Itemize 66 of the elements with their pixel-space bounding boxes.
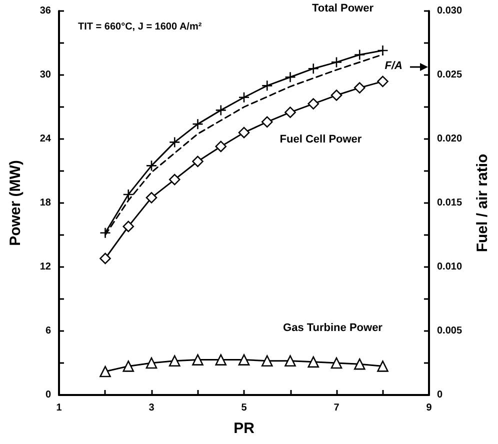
point bbox=[100, 252, 111, 264]
annotation: TIT = 660°C, J = 1600 A/m² bbox=[78, 22, 202, 32]
series-label: Fuel Cell Power bbox=[280, 134, 362, 146]
point bbox=[192, 156, 204, 168]
point bbox=[377, 44, 388, 56]
y-axis-title: Power (MW) bbox=[7, 160, 24, 246]
point bbox=[284, 71, 296, 83]
y2-tick-label: 0.005 bbox=[437, 326, 462, 336]
point bbox=[168, 355, 180, 367]
point bbox=[238, 354, 250, 366]
text: Gas Turbine Power bbox=[283, 322, 384, 334]
point bbox=[330, 56, 342, 68]
point bbox=[122, 188, 134, 200]
x-axis-title: PR bbox=[234, 420, 255, 437]
point bbox=[168, 174, 180, 186]
y2-axis-title: Fuel / air ratio bbox=[474, 154, 491, 252]
point bbox=[308, 62, 320, 74]
point bbox=[354, 358, 366, 370]
x-tick-label: 5 bbox=[241, 402, 248, 414]
point bbox=[238, 92, 250, 104]
point bbox=[261, 355, 273, 367]
y2-tick-label: 0.010 bbox=[437, 262, 462, 272]
y-tick-label: 18 bbox=[40, 198, 52, 208]
y-tick-label: 6 bbox=[45, 326, 52, 336]
point bbox=[330, 90, 342, 101]
point bbox=[192, 354, 204, 366]
point bbox=[308, 98, 320, 110]
y-tick-label: 36 bbox=[40, 6, 52, 16]
point bbox=[215, 104, 227, 116]
legend-label: F/A bbox=[384, 60, 403, 72]
y-tick-label: 30 bbox=[40, 70, 52, 80]
point bbox=[377, 76, 388, 88]
y2-tick-label: 0.015 bbox=[437, 198, 462, 208]
point bbox=[146, 192, 158, 204]
y2-tick-label: 0.025 bbox=[437, 70, 462, 80]
x-tick-label: 1 bbox=[56, 402, 62, 414]
point bbox=[146, 357, 158, 369]
x-tick-label: 3 bbox=[148, 402, 155, 414]
text: Total Power bbox=[312, 2, 374, 14]
point bbox=[238, 126, 250, 138]
point bbox=[284, 106, 296, 118]
y2-tick-label: 0 bbox=[437, 390, 443, 400]
point bbox=[284, 355, 296, 367]
point bbox=[168, 136, 180, 148]
x-tick-label: 9 bbox=[426, 402, 432, 414]
point bbox=[354, 82, 366, 94]
point bbox=[122, 360, 134, 372]
point bbox=[146, 160, 158, 172]
point bbox=[354, 49, 366, 60]
point bbox=[215, 354, 227, 366]
point bbox=[100, 366, 111, 378]
y-tick-label: 24 bbox=[40, 134, 52, 144]
point bbox=[330, 357, 342, 369]
point bbox=[122, 220, 134, 232]
y2-tick-label: 0.020 bbox=[437, 134, 462, 144]
point bbox=[377, 360, 388, 372]
y-tick-label: 12 bbox=[40, 262, 52, 272]
point bbox=[215, 140, 227, 152]
point bbox=[261, 80, 273, 92]
y2-tick-label: 0.030 bbox=[437, 6, 462, 16]
point bbox=[261, 116, 273, 128]
point bbox=[308, 356, 320, 368]
point bbox=[100, 227, 111, 239]
y-tick-label: 0 bbox=[45, 390, 52, 400]
x-tick-label: 7 bbox=[334, 402, 340, 414]
point bbox=[192, 118, 204, 130]
